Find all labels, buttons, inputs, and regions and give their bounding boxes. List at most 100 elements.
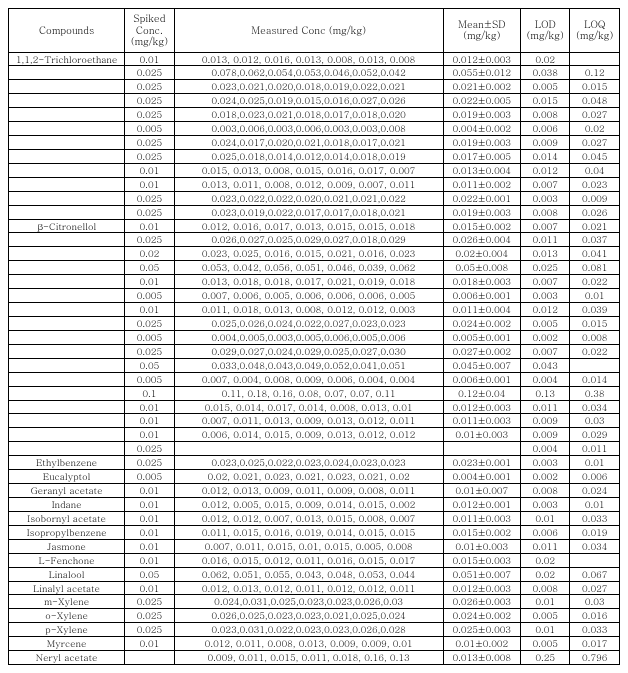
compound-cell: Myrcene (9, 637, 125, 651)
loq-cell: 0.021 (570, 219, 620, 233)
mean-cell: 0.025±0.003 (443, 623, 520, 637)
spiked-cell: 0.01 (125, 637, 174, 651)
spiked-cell: 0.025 (125, 66, 174, 80)
table-row: 0.0250.024,0.017,0.020,0.021,0.018,0.017… (9, 136, 620, 150)
lod-cell: 0.007 (521, 219, 570, 233)
lod-cell: 0.005 (521, 637, 570, 651)
loq-cell: 0.015 (570, 317, 620, 331)
mean-cell: 0.011±0.004 (443, 303, 520, 317)
spiked-cell: 0.025 (125, 344, 174, 358)
compound-cell: Linalool (9, 567, 125, 581)
table-row: Myrcene0.010.012, 0.011, 0.008, 0.013, 0… (9, 637, 620, 651)
table-row: Isopropylbenzene0.010.011, 0.015, 0.016,… (9, 525, 620, 539)
lod-cell: 0.13 (521, 386, 570, 400)
measured-cell: 0.025,0.018,0.014,0.012,0.014,0.018,0.01… (174, 149, 443, 163)
loq-cell: 0.016 (570, 609, 620, 623)
mean-cell: 0.019±0.003 (443, 136, 520, 150)
measured-cell: 0.013, 0.018, 0.018, 0.017, 0.021, 0.019… (174, 275, 443, 289)
lod-cell: 0.01 (521, 623, 570, 637)
compound-table: Compounds SpikedConc.(mg/kg) Measured Co… (8, 8, 620, 665)
measured-cell: 0.004,0.005,0.003,0.005,0.006,0.005,0.00… (174, 330, 443, 344)
mean-cell: 0.004±0.002 (443, 122, 520, 136)
spiked-cell: 0.01 (125, 400, 174, 414)
table-row: o-Xylene0.0250.026,0.025,0.023,0.023,0.0… (9, 609, 620, 623)
compound-cell: L-Fenchone (9, 553, 125, 567)
measured-cell: 0.015, 0.014, 0.017, 0.014, 0.008, 0.013… (174, 400, 443, 414)
loq-cell: 0.022 (570, 275, 620, 289)
compound-cell (9, 191, 125, 205)
table-row: 0.010.015, 0.014, 0.017, 0.014, 0.008, 0… (9, 400, 620, 414)
mean-cell: 0.005±0.001 (443, 330, 520, 344)
measured-cell: 0.11, 0.18, 0.16, 0.08, 0.07, 0.07, 0.11 (174, 386, 443, 400)
table-row: 0.0050.007, 0.006, 0.005, 0.006, 0.006, … (9, 289, 620, 303)
lod-cell: 0.25 (521, 651, 570, 665)
loq-cell: 0.027 (570, 581, 620, 595)
compound-cell (9, 163, 125, 177)
loq-cell: 0.04 (570, 163, 620, 177)
loq-cell: 0.015 (570, 80, 620, 94)
loq-cell: 0.796 (570, 651, 620, 665)
table-row: p-Xylene0.0250.023,0.031,0.022,0.023,0.0… (9, 623, 620, 637)
compound-cell (9, 400, 125, 414)
spiked-cell: 0.005 (125, 289, 174, 303)
mean-cell: 0.019±0.003 (443, 205, 520, 219)
mean-cell: 0.01±0.002 (443, 637, 520, 651)
table-row: 0.010.007, 0.011, 0.013, 0.009, 0.013, 0… (9, 414, 620, 428)
spiked-cell: 0.01 (125, 163, 174, 177)
compound-cell: Indane (9, 498, 125, 512)
table-row: 0.0250.029,0.027,0.024,0.029,0.025,0.027… (9, 344, 620, 358)
table-row: 0.0250.025,0.018,0.014,0.012,0.014,0.018… (9, 149, 620, 163)
mean-cell: 0.015±0.002 (443, 219, 520, 233)
spiked-cell: 0.01 (125, 275, 174, 289)
mean-cell: 0.011±0.002 (443, 177, 520, 191)
lod-cell: 0.013 (521, 247, 570, 261)
spiked-cell: 0.025 (125, 595, 174, 609)
compound-cell (9, 414, 125, 428)
spiked-cell: 0.05 (125, 261, 174, 275)
loq-cell: 0.03 (570, 414, 620, 428)
compound-cell: Eucalyptol (9, 470, 125, 484)
spiked-cell: 0.005 (125, 122, 174, 136)
spiked-cell: 0.025 (125, 191, 174, 205)
spiked-cell: 0.025 (125, 94, 174, 108)
loq-cell: 0.034 (570, 539, 620, 553)
spiked-cell: 0.01 (125, 428, 174, 442)
measured-cell: 0.011, 0.018, 0.013, 0.008, 0.012, 0.012… (174, 303, 443, 317)
mean-cell: 0.011±0.003 (443, 414, 520, 428)
lod-cell: 0.007 (521, 177, 570, 191)
lod-cell: 0.005 (521, 317, 570, 331)
spiked-cell: 0.01 (125, 177, 174, 191)
measured-cell: 0.007, 0.006, 0.005, 0.006, 0.006, 0.006… (174, 289, 443, 303)
spiked-cell: 0.01 (125, 553, 174, 567)
mean-cell: 0.022±0.005 (443, 94, 520, 108)
mean-cell: 0.012±0.003 (443, 581, 520, 595)
measured-cell: 0.062, 0.051, 0.055, 0.043, 0.048, 0.053… (174, 567, 443, 581)
loq-cell: 0.029 (570, 428, 620, 442)
table-row: m-Xylene0.0250.024,0.031,0.025,0.023,0.0… (9, 595, 620, 609)
table-row: 0.0250.025,0.026,0.024,0.022,0.027,0.023… (9, 317, 620, 331)
loq-cell: 0.006 (570, 470, 620, 484)
loq-cell: 0.011 (570, 442, 620, 456)
table-row: 0.010.011, 0.018, 0.013, 0.008, 0.012, 0… (9, 303, 620, 317)
spiked-cell: 0.01 (125, 484, 174, 498)
measured-cell: 0.012, 0.013, 0.012, 0.011, 0.012, 0.012… (174, 581, 443, 595)
measured-cell: 0.024,0.025,0.019,0.015,0.016,0.027,0.02… (174, 94, 443, 108)
measured-cell: 0.026,0.025,0.023,0.023,0.021,0.025,0.02… (174, 609, 443, 623)
measured-cell: 0.012, 0.005, 0.015, 0.009, 0.014, 0.015… (174, 498, 443, 512)
mean-cell: 0.018±0.003 (443, 275, 520, 289)
spiked-cell: 0.05 (125, 567, 174, 581)
th-spiked: SpikedConc.(mg/kg) (125, 9, 174, 53)
mean-cell: 0.015±0.003 (443, 553, 520, 567)
th-lod: LOD(mg/kg) (521, 9, 570, 53)
lod-cell: 0.02 (521, 567, 570, 581)
measured-cell: 0.011, 0.015, 0.016, 0.019, 0.014, 0.015… (174, 525, 443, 539)
mean-cell: 0.011±0.003 (443, 511, 520, 525)
compound-cell (9, 372, 125, 386)
mean-cell: 0.022±0.001 (443, 191, 520, 205)
compound-cell: Jasmone (9, 539, 125, 553)
th-loq: LOQ(mg/kg) (570, 9, 620, 53)
loq-cell: 0.022 (570, 344, 620, 358)
spiked-cell: 0.01 (125, 539, 174, 553)
compound-cell (9, 275, 125, 289)
compound-cell (9, 330, 125, 344)
